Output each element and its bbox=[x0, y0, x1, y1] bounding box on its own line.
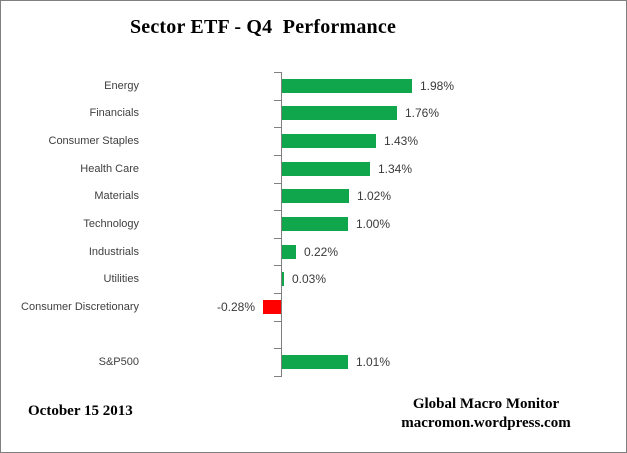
credit-block: Global Macro Monitor macromon.wordpress.… bbox=[361, 395, 611, 433]
category-label: Financials bbox=[89, 107, 139, 119]
value-label: 1.76% bbox=[405, 106, 440, 120]
category-label: Consumer Discretionary bbox=[21, 301, 139, 313]
axis-tick bbox=[274, 127, 281, 128]
axis-tick bbox=[274, 72, 281, 73]
bar-positive bbox=[282, 217, 348, 231]
axis-tick bbox=[274, 293, 281, 294]
value-label: 1.34% bbox=[378, 162, 413, 176]
category-label: Health Care bbox=[80, 163, 139, 175]
bar-positive bbox=[282, 272, 284, 286]
chart-title: Sector ETF - Q4 Performance bbox=[129, 16, 397, 38]
bar-positive bbox=[282, 134, 376, 148]
category-label: Consumer Staples bbox=[48, 135, 140, 147]
axis-tick bbox=[274, 348, 281, 349]
value-label: 1.01% bbox=[356, 355, 391, 369]
category-axis-line bbox=[281, 72, 282, 377]
value-label: 1.02% bbox=[357, 189, 392, 203]
category-label: Technology bbox=[83, 218, 139, 230]
date-label: October 15 2013 bbox=[28, 403, 133, 419]
credit-url: macromon.wordpress.com bbox=[401, 415, 571, 431]
category-label: Materials bbox=[94, 190, 139, 202]
value-label: 0.22% bbox=[304, 245, 339, 259]
axis-tick bbox=[274, 321, 281, 322]
value-label: -0.28% bbox=[216, 300, 255, 314]
bar-negative bbox=[263, 300, 281, 314]
axis-tick bbox=[274, 210, 281, 211]
axis-tick bbox=[274, 183, 281, 184]
value-label: 1.00% bbox=[356, 217, 391, 231]
bar-positive bbox=[282, 189, 349, 203]
credit-source: Global Macro Monitor bbox=[412, 396, 560, 412]
bar-positive bbox=[282, 245, 296, 259]
value-label: 0.03% bbox=[292, 272, 327, 286]
bar-positive bbox=[282, 106, 397, 120]
bar-positive bbox=[282, 162, 370, 176]
category-label: S&P500 bbox=[98, 356, 139, 368]
value-label: 1.43% bbox=[384, 134, 419, 148]
axis-tick bbox=[274, 265, 281, 266]
value-label: 1.98% bbox=[420, 79, 455, 93]
axis-tick bbox=[274, 376, 281, 377]
axis-tick bbox=[274, 100, 281, 101]
axis-tick bbox=[274, 238, 281, 239]
bar-positive bbox=[282, 79, 412, 93]
category-label: Utilities bbox=[103, 273, 139, 285]
category-label: Energy bbox=[104, 80, 139, 92]
category-label: Industrials bbox=[88, 246, 139, 258]
axis-tick bbox=[274, 155, 281, 156]
bar-positive bbox=[282, 355, 348, 369]
